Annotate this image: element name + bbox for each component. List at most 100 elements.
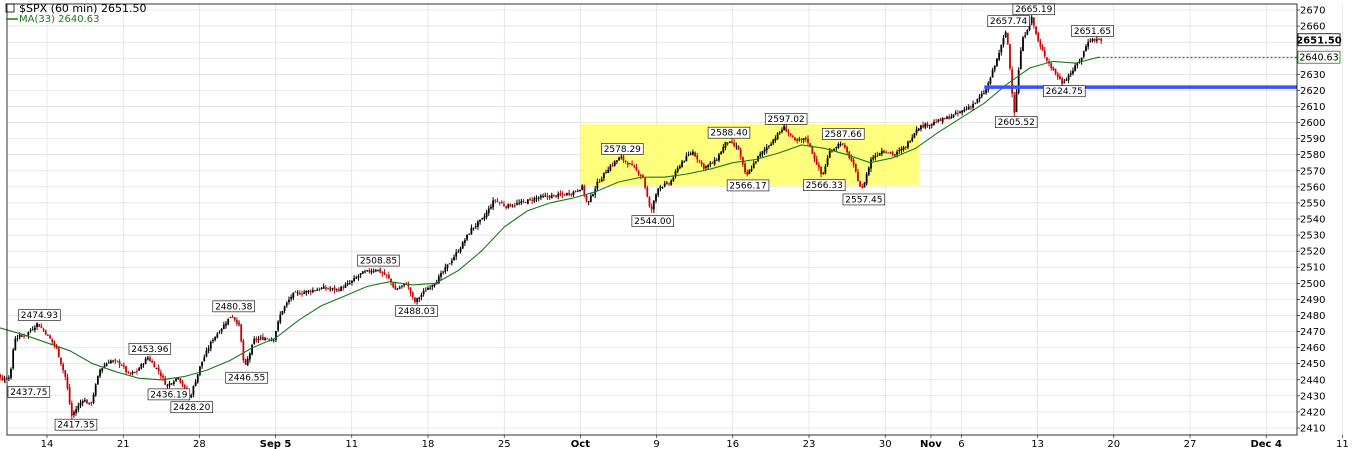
candle-body [592,194,594,197]
candle-body [414,297,416,303]
candle-body [533,198,536,202]
candle-body [448,263,451,265]
x-tick-label: Dec 4 [1250,439,1281,449]
candle-body [576,190,579,192]
candle-body [109,360,112,364]
candle-body [689,153,692,155]
candle-body [954,112,957,114]
candle-body [631,163,634,165]
candle-body [1050,63,1053,69]
candle-body [318,288,321,290]
candle-body [314,290,316,292]
candle-body [1085,46,1087,52]
candle-body [830,151,833,153]
candle-body [264,338,266,341]
annotation-box [995,116,1038,128]
annotation-label: 2605.52 [998,118,1035,128]
x-tick-label: 6 [958,439,964,449]
candle-body [563,194,566,196]
axes: 2410 2420 2430 2440 2450 2460 2470 2480 2490 2500… [6,3,1349,449]
y-tick-label: 2480 [1300,311,1325,322]
annotation-label: 2417.35 [57,421,94,431]
y-tick-label: 2420 [1300,407,1325,418]
candle-body [383,272,386,275]
candle-body [624,160,627,162]
candle-body [229,317,232,318]
candle-body [813,153,816,160]
candle-body [820,166,822,175]
candle-body [166,384,169,386]
candle-body [802,138,805,141]
annotation-box [1071,25,1114,37]
candle-body [457,251,460,253]
candle-body [225,323,227,326]
y-tick-label: 2410 [1300,424,1325,435]
candle-body [907,142,909,148]
candle-body [507,203,510,209]
annotation-label: 2597.02 [768,115,805,125]
annotation-box [395,305,438,317]
candle-body [212,340,214,342]
candle-body [561,193,564,195]
candle-body [655,194,657,201]
candle-body [741,156,744,165]
candle-body [589,195,592,202]
candle-body [913,133,916,138]
candle-body [566,193,568,195]
candle-body [909,141,911,143]
candle-body [377,269,379,271]
x-tick-label: 23 [803,439,816,449]
candle-body [498,202,501,204]
x-tick-label: 16 [726,439,739,449]
candle-body [205,350,208,357]
candle-body [288,299,290,303]
candle-body [7,377,10,379]
candle-body [487,208,490,214]
candle-body [60,357,62,364]
candle-body [346,283,349,285]
candle-body [924,123,927,128]
candle-body [175,378,177,381]
candle-body [29,330,32,332]
candle-body [153,362,156,368]
candle-body [194,381,197,387]
candle-body [620,157,623,158]
candle-body [463,240,466,244]
candle-body [618,157,620,161]
candle-body [285,302,288,306]
candle-body [980,93,983,97]
candle-body [420,294,423,298]
candle-body [648,197,651,207]
candle-body [51,338,54,343]
candle-body [340,286,342,291]
candle-body [283,306,286,311]
candle-body [800,138,803,140]
annotation-box [128,343,172,355]
candle-body [218,332,221,334]
candle-body [470,227,473,235]
candle-body [663,183,666,187]
candle-body [496,201,499,203]
candle-body [1000,44,1003,53]
candle-body [537,197,540,199]
candle-body [88,402,91,404]
candle-body [857,171,859,182]
candle-body [344,284,347,288]
candle-body [268,339,271,341]
candle-body [602,172,605,179]
candle-body [665,182,668,184]
candle-body [40,326,43,328]
ma-value-tag [1297,50,1341,64]
candle-body [290,296,293,299]
candle-body [785,127,788,132]
candle-body [943,118,946,120]
x-tick-label: 14 [41,439,54,449]
annotation-label: 2480.38 [215,302,252,312]
candle-body [652,200,655,210]
candle-body [18,334,21,338]
candle-body [177,378,180,379]
candle-body [939,119,942,121]
candle-body [125,366,127,372]
candle-body [277,321,280,331]
